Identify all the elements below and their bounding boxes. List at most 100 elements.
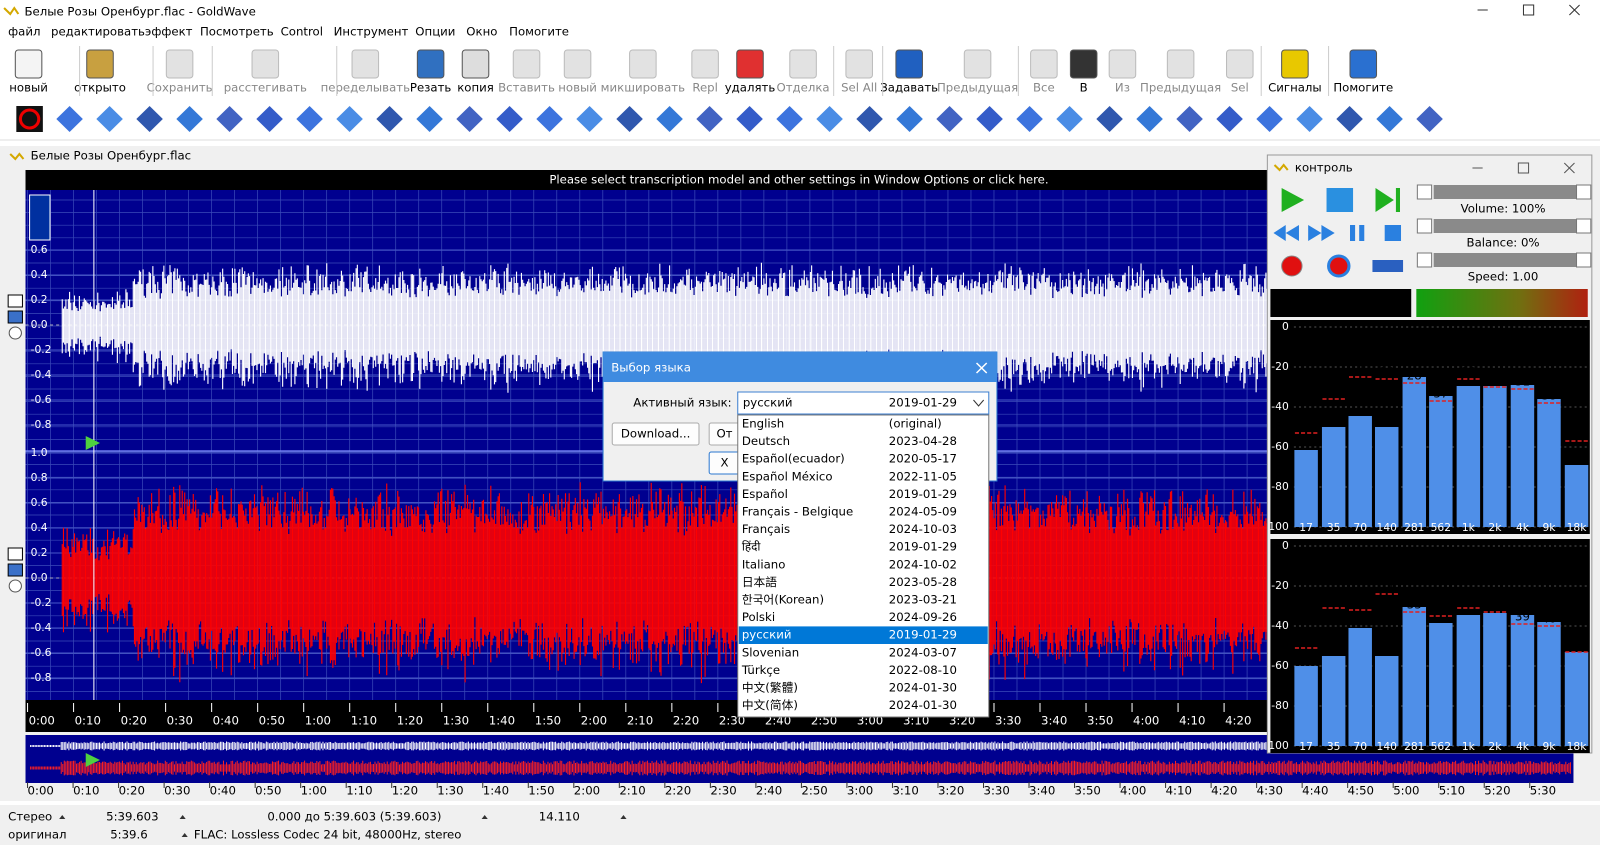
- effect-icon[interactable]: [496, 106, 523, 132]
- dropdown-item[interactable]: русский 2019-01-29: [738, 626, 988, 644]
- menu-item[interactable]: Инструмент: [334, 25, 409, 39]
- effect-icon[interactable]: [1016, 106, 1043, 132]
- dropdown-item[interactable]: Español(ecuador) 2020-05-17: [742, 452, 957, 466]
- dropdown-item[interactable]: Türkçe 2022-08-10: [741, 663, 957, 677]
- toolbar-button[interactable]: открыто: [74, 49, 126, 94]
- record-mode[interactable]: [1372, 260, 1404, 272]
- effect-icon[interactable]: [296, 106, 323, 132]
- dropdown-item[interactable]: Italiano 2024-10-02: [742, 557, 957, 571]
- toolbar-button[interactable]: Сигналы: [1268, 49, 1322, 94]
- dropdown-item[interactable]: Deutsch 2023-04-28: [742, 434, 957, 448]
- effect-icon[interactable]: [136, 106, 163, 132]
- transport-button[interactable]: [1281, 188, 1305, 212]
- effect-icon[interactable]: [1256, 106, 1283, 132]
- toolbar-button[interactable]: Вставить: [498, 49, 555, 94]
- menu-item[interactable]: Опции: [415, 25, 455, 39]
- effect-icon[interactable]: [416, 106, 443, 132]
- effect-icon[interactable]: [976, 106, 1003, 132]
- toolbar-button[interactable]: Помогите: [1333, 49, 1393, 94]
- transport-button[interactable]: [1273, 225, 1299, 241]
- dropdown-item[interactable]: English (original): [742, 417, 942, 431]
- slider-track[interactable]: [1433, 253, 1577, 267]
- effect-icon[interactable]: [216, 106, 243, 132]
- effect-icon[interactable]: [1096, 106, 1123, 132]
- effect-icon[interactable]: [256, 106, 283, 132]
- dropdown-item[interactable]: 中文(简体) 2024-01-30: [742, 698, 957, 712]
- effect-icon[interactable]: [56, 106, 83, 132]
- channel-checkbox[interactable]: [7, 310, 23, 324]
- effect-icon[interactable]: [1176, 106, 1203, 132]
- slider-plus[interactable]: [1576, 218, 1592, 234]
- effect-icon[interactable]: [856, 106, 883, 132]
- toolbar-button[interactable]: Отделка: [776, 49, 830, 94]
- toolbar-button[interactable]: Предыдущая: [1140, 49, 1221, 94]
- record-button[interactable]: [1281, 255, 1303, 277]
- dropdown-item[interactable]: हिंदी 2019-01-29: [742, 540, 957, 554]
- effect-icon[interactable]: [96, 106, 123, 132]
- toolbar-button[interactable]: новый: [558, 49, 597, 94]
- effect-icon[interactable]: [336, 106, 363, 132]
- effect-icon[interactable]: [776, 106, 803, 132]
- dropdown-item[interactable]: Español 2019-01-29: [742, 487, 957, 501]
- slider-minus[interactable]: [1416, 218, 1433, 234]
- dropdown-item[interactable]: Polski 2024-09-26: [742, 610, 957, 624]
- toolbar-button[interactable]: Сохранить: [147, 49, 213, 94]
- toolbar-button[interactable]: переделывать: [321, 49, 411, 94]
- banner[interactable]: Please select transcription model and ot…: [549, 173, 1048, 187]
- close[interactable]: [1569, 4, 1580, 16]
- effect-icon[interactable]: [1336, 106, 1363, 132]
- effect-icon[interactable]: [1376, 106, 1403, 132]
- slider-track[interactable]: [1433, 219, 1577, 233]
- slider-minus[interactable]: [1416, 252, 1433, 268]
- effect-icon[interactable]: [1216, 106, 1243, 132]
- toolbar-button[interactable]: Задавать: [880, 49, 938, 94]
- slider-track[interactable]: [1433, 185, 1577, 199]
- dropdown-item[interactable]: Français 2024-10-03: [742, 522, 957, 536]
- toolbar-button[interactable]: Sel All: [841, 49, 877, 94]
- channel-radio[interactable]: [8, 579, 22, 593]
- channel-checkbox[interactable]: [7, 563, 23, 577]
- effect-icon[interactable]: [1296, 106, 1323, 132]
- dropdown-item[interactable]: Slovenian 2024-03-07: [742, 645, 957, 659]
- slider-plus[interactable]: [1576, 252, 1592, 268]
- effect-icon[interactable]: [696, 106, 723, 132]
- effect-icon[interactable]: [1056, 106, 1083, 132]
- menu-item[interactable]: файл: [8, 25, 40, 39]
- dropdown-item[interactable]: Français - Belgique 2024-05-09: [742, 505, 957, 519]
- dialog-close[interactable]: [975, 362, 988, 374]
- effect-icon[interactable]: [456, 106, 483, 132]
- maximize[interactable]: [1522, 4, 1535, 16]
- dialog-button[interactable]: [611, 422, 700, 446]
- toolbar-button[interactable]: расстегивать: [224, 49, 307, 94]
- transport-button[interactable]: [1308, 225, 1335, 241]
- toolbar-button[interactable]: В: [1069, 49, 1098, 94]
- menu-item[interactable]: Control: [281, 25, 323, 39]
- effect-icon[interactable]: [1416, 106, 1443, 132]
- dropdown-item[interactable]: 한국어(Korean) 2023-03-21: [742, 593, 957, 607]
- effect-icon[interactable]: [656, 106, 683, 132]
- toolbar-button[interactable]: копия: [457, 49, 494, 94]
- effect-icon[interactable]: [376, 106, 403, 132]
- slider-plus[interactable]: [1576, 184, 1592, 200]
- slider-minus[interactable]: [1416, 184, 1433, 200]
- toolbar-button[interactable]: удалять: [725, 49, 776, 94]
- dropdown-item[interactable]: Español México 2022-11-05: [742, 469, 957, 483]
- effect-icon[interactable]: [816, 106, 843, 132]
- channel-radio[interactable]: [8, 326, 22, 340]
- menu-item[interactable]: Окно: [466, 25, 497, 39]
- dropdown-item[interactable]: 日本語 2023-05-28: [742, 575, 957, 589]
- effect-icon[interactable]: [616, 106, 643, 132]
- toolbar-button[interactable]: микшировать: [601, 49, 686, 94]
- toolbar-button[interactable]: новый: [9, 49, 48, 94]
- transport-button[interactable]: [1326, 188, 1354, 212]
- effect-icon[interactable]: [1136, 106, 1163, 132]
- transport-button[interactable]: [1350, 225, 1365, 241]
- menu-item[interactable]: Посмотреть: [200, 25, 274, 39]
- toolbar-button[interactable]: Резать: [410, 49, 452, 94]
- menu-item[interactable]: эффект: [145, 25, 193, 39]
- transport-button[interactable]: [1384, 225, 1402, 241]
- toolbar-button[interactable]: Из: [1108, 49, 1137, 94]
- menu-item[interactable]: Помогите: [509, 25, 569, 39]
- combo-box[interactable]: [737, 391, 990, 415]
- dropdown-item[interactable]: 中文(繁體) 2024-01-30: [742, 681, 957, 695]
